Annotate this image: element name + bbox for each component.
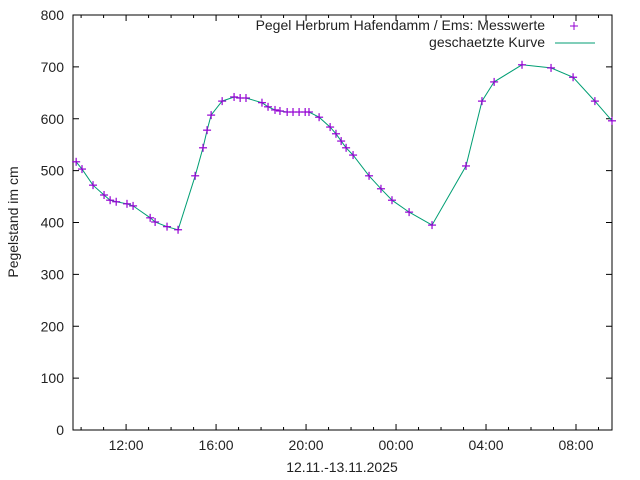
x-tick-label: 20:00 bbox=[289, 437, 324, 453]
y-tick-label: 500 bbox=[41, 163, 65, 179]
x-tick-label: 08:00 bbox=[558, 437, 593, 453]
y-tick-label: 300 bbox=[41, 266, 65, 282]
x-axis: 12:00 16:00 20:00 00:00 04:00 08:00 bbox=[80, 15, 600, 453]
y-tick-label: 700 bbox=[41, 59, 65, 75]
y-tick-label: 400 bbox=[41, 215, 65, 231]
x-axis-label: 12.11.-13.11.2025 bbox=[286, 459, 398, 475]
measurement-points bbox=[72, 60, 616, 234]
x-tick-label: 12:00 bbox=[109, 437, 144, 453]
plot-frame bbox=[72, 14, 613, 431]
y-tick-label: 800 bbox=[41, 7, 65, 23]
y-tick-label: 0 bbox=[56, 422, 64, 438]
y-tick-label: 100 bbox=[41, 370, 65, 386]
y-tick-label: 600 bbox=[41, 111, 65, 127]
legend-label-curve: geschaetzte Kurve bbox=[429, 34, 545, 50]
y-tick-label: 200 bbox=[41, 318, 65, 334]
legend-label-measurements: Pegel Herbrum Hafendamm / Ems: Messwerte bbox=[256, 17, 546, 33]
legend-marker-measurements bbox=[570, 22, 578, 30]
y-axis: 0 100 200 300 400 500 600 700 800 bbox=[41, 7, 612, 438]
x-tick-label: 00:00 bbox=[379, 437, 414, 453]
y-axis-label: Pegelstand im cm bbox=[5, 166, 21, 277]
legend: Pegel Herbrum Hafendamm / Ems: Messwerte… bbox=[256, 17, 595, 50]
x-tick-label: 16:00 bbox=[199, 437, 234, 453]
x-tick-label: 04:00 bbox=[468, 437, 503, 453]
